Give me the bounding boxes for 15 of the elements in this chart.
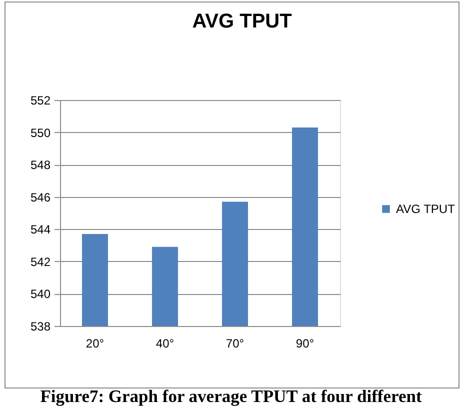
y-tick-label: 544 (30, 222, 51, 237)
legend-label: AVG TPUT (396, 202, 456, 216)
x-tick-label: 20° (86, 336, 104, 350)
y-tick-label: 548 (30, 158, 51, 172)
x-tick-label: 70° (226, 336, 244, 350)
y-tick-label: 552 (30, 94, 51, 108)
y-tick-label: 546 (30, 190, 51, 204)
y-tick-label: 540 (30, 287, 51, 302)
caption: Figure7: Graph for average TPUT at four different (40, 386, 422, 406)
x-tick-label: 40° (156, 336, 174, 350)
y-tick-label: 550 (30, 126, 51, 140)
x-tick-label: 90° (296, 336, 314, 350)
y-tick-label: 542 (30, 254, 51, 269)
chart-title: AVG TPUT (192, 10, 292, 32)
y-tick-label: 538 (30, 320, 51, 334)
